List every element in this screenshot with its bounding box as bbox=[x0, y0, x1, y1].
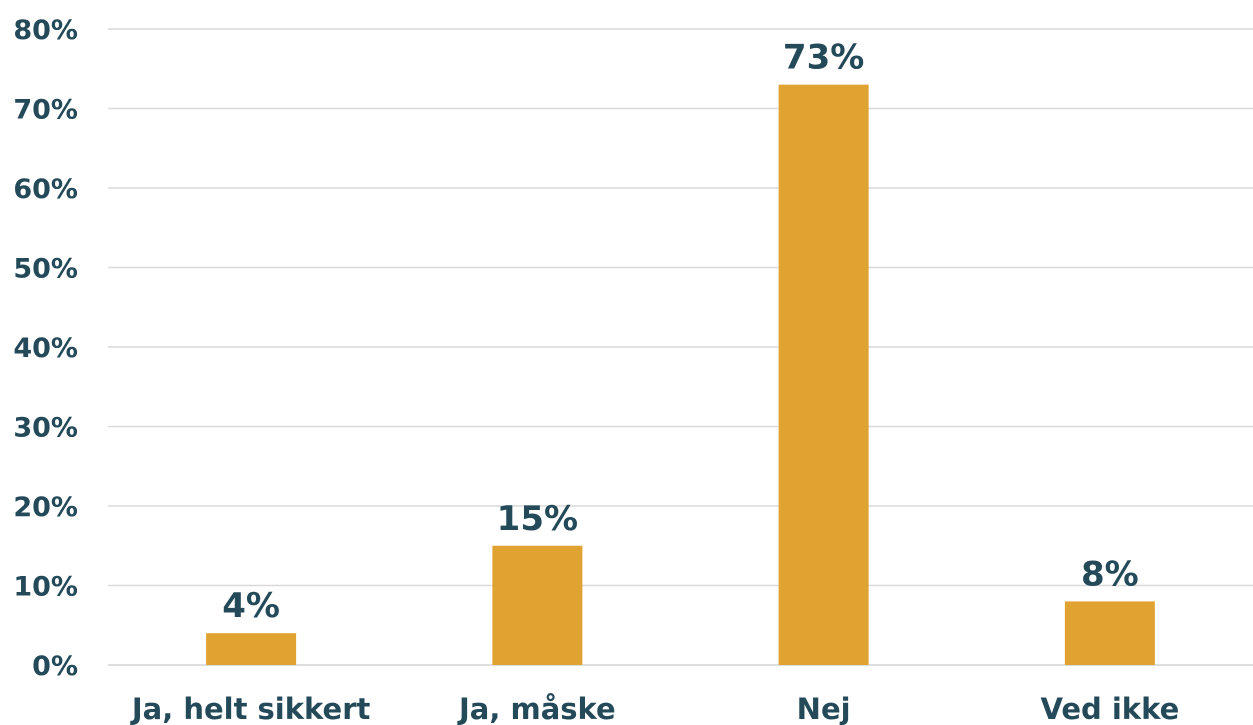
data-label: 73% bbox=[783, 38, 864, 78]
data-label: 8% bbox=[1081, 554, 1139, 594]
bar bbox=[492, 545, 583, 665]
y-axis-tick-labels: 0% 10% 20% 30% 40% 50% 60% 70% 80% bbox=[13, 15, 78, 682]
y-tick-label: 10% bbox=[13, 572, 78, 603]
x-category-label: Ja, måske bbox=[457, 692, 616, 725]
x-category-label: Nej bbox=[797, 692, 851, 725]
x-axis-category-labels: Ja, helt sikkert Ja, måske Nej Ved ikke bbox=[130, 692, 1179, 725]
y-tick-label: 0% bbox=[32, 651, 78, 682]
y-tick-label: 80% bbox=[13, 15, 78, 46]
data-label: 4% bbox=[222, 586, 280, 626]
gridlines bbox=[108, 28, 1253, 666]
y-tick-label: 70% bbox=[13, 95, 78, 126]
y-tick-label: 20% bbox=[13, 492, 78, 523]
bars bbox=[206, 84, 1155, 665]
bar bbox=[1064, 601, 1155, 665]
y-tick-label: 50% bbox=[13, 254, 78, 285]
y-tick-label: 60% bbox=[13, 174, 78, 205]
data-labels: 4% 15% 73% 8% bbox=[222, 38, 1138, 627]
y-tick-label: 30% bbox=[13, 413, 78, 444]
bar bbox=[206, 633, 297, 665]
bar bbox=[778, 84, 869, 665]
x-category-label: Ja, helt sikkert bbox=[130, 692, 371, 725]
x-category-label: Ved ikke bbox=[1040, 692, 1179, 725]
y-tick-label: 40% bbox=[13, 333, 78, 364]
data-label: 15% bbox=[497, 499, 578, 539]
